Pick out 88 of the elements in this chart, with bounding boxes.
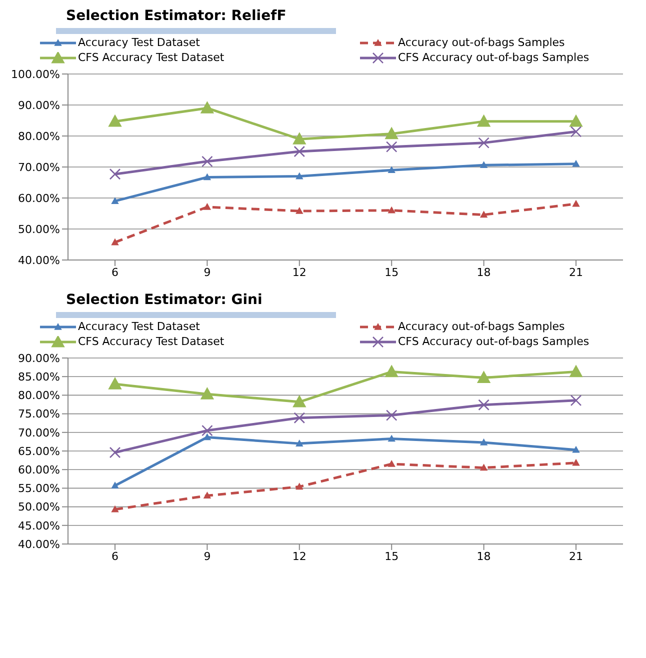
point xyxy=(480,211,488,218)
y-tick-label: 90.00% xyxy=(18,98,60,112)
point xyxy=(385,127,398,140)
y-tick-label: 50.00% xyxy=(18,500,60,514)
x-tick-label: 15 xyxy=(384,266,399,279)
point xyxy=(477,114,490,127)
point xyxy=(386,141,398,152)
x-tick-label: 21 xyxy=(569,266,583,279)
point xyxy=(112,198,118,204)
y-tick-label: 55.00% xyxy=(18,482,60,496)
y-tick-label: 50.00% xyxy=(18,222,60,236)
point xyxy=(477,371,490,384)
point xyxy=(388,206,396,214)
point xyxy=(570,126,582,138)
point xyxy=(386,410,398,421)
point xyxy=(108,114,122,127)
y-tick-label: 40.00% xyxy=(18,254,60,267)
point xyxy=(570,365,582,378)
y-tick-label: 75.00% xyxy=(18,408,60,421)
point xyxy=(112,506,118,512)
y-tick-label: 100.00% xyxy=(11,68,60,81)
point xyxy=(572,446,580,453)
y-tick-label: 60.00% xyxy=(18,464,60,477)
point xyxy=(480,162,488,168)
point xyxy=(204,174,211,180)
point xyxy=(572,200,580,207)
point xyxy=(112,482,118,488)
legend-label: Accuracy Test Dataset xyxy=(78,36,200,49)
legend-label: CFS Accuracy Test Dataset xyxy=(78,335,224,348)
point xyxy=(200,102,214,114)
legend-label: Accuracy out-of-bags Samples xyxy=(398,36,565,49)
x-tick-label: 21 xyxy=(569,550,583,563)
point xyxy=(388,166,396,173)
point xyxy=(388,460,396,467)
x-tick-label: 18 xyxy=(476,266,491,279)
point xyxy=(292,395,306,408)
point xyxy=(480,464,488,471)
x-tick-label: 12 xyxy=(292,266,306,279)
chart-title: Selection Estimator: ReliefF xyxy=(66,8,288,24)
point xyxy=(388,435,396,442)
point xyxy=(478,399,490,411)
y-tick-label: 70.00% xyxy=(18,426,60,440)
x-tick-label: 15 xyxy=(384,550,399,563)
point xyxy=(570,114,582,127)
y-tick-label: 40.00% xyxy=(18,538,60,551)
y-tick-label: 80.00% xyxy=(18,130,60,143)
x-tick-label: 9 xyxy=(204,550,211,563)
point xyxy=(204,203,211,210)
point xyxy=(204,492,211,499)
legend-label: Accuracy Test Dataset xyxy=(78,320,200,333)
legend-label: CFS Accuracy out-of-bags Samples xyxy=(398,51,590,64)
point xyxy=(572,459,580,466)
point xyxy=(108,378,122,390)
point xyxy=(570,394,582,406)
point xyxy=(296,172,303,180)
point xyxy=(204,434,211,440)
point xyxy=(202,156,213,168)
x-tick-label: 6 xyxy=(112,266,118,279)
point xyxy=(200,388,214,400)
point xyxy=(385,365,398,378)
point xyxy=(296,440,303,446)
point xyxy=(480,438,488,446)
point xyxy=(292,132,306,144)
point xyxy=(112,238,118,246)
x-tick-label: 6 xyxy=(112,550,118,563)
x-tick-label: 18 xyxy=(476,550,491,563)
legend-label: CFS Accuracy Test Dataset xyxy=(78,51,224,64)
point xyxy=(478,137,490,148)
y-tick-label: 45.00% xyxy=(18,519,60,532)
y-tick-label: 85.00% xyxy=(18,370,60,384)
x-tick-label: 9 xyxy=(204,266,211,279)
y-tick-label: 70.00% xyxy=(18,160,60,174)
legend-label: CFS Accuracy out-of-bags Samples xyxy=(398,335,590,348)
point xyxy=(572,160,580,167)
point xyxy=(296,208,303,214)
point xyxy=(296,483,303,490)
point xyxy=(109,446,121,458)
point xyxy=(109,168,121,180)
y-tick-label: 90.00% xyxy=(18,352,60,365)
y-tick-label: 65.00% xyxy=(18,444,60,458)
y-tick-label: 60.00% xyxy=(18,192,60,205)
chart-title: Selection Estimator: Gini xyxy=(66,292,264,308)
legend-label: Accuracy out-of-bags Samples xyxy=(398,320,565,333)
point xyxy=(294,412,306,424)
point xyxy=(202,424,213,436)
x-tick-label: 12 xyxy=(292,550,306,563)
point xyxy=(294,146,306,158)
y-tick-label: 80.00% xyxy=(18,389,60,402)
